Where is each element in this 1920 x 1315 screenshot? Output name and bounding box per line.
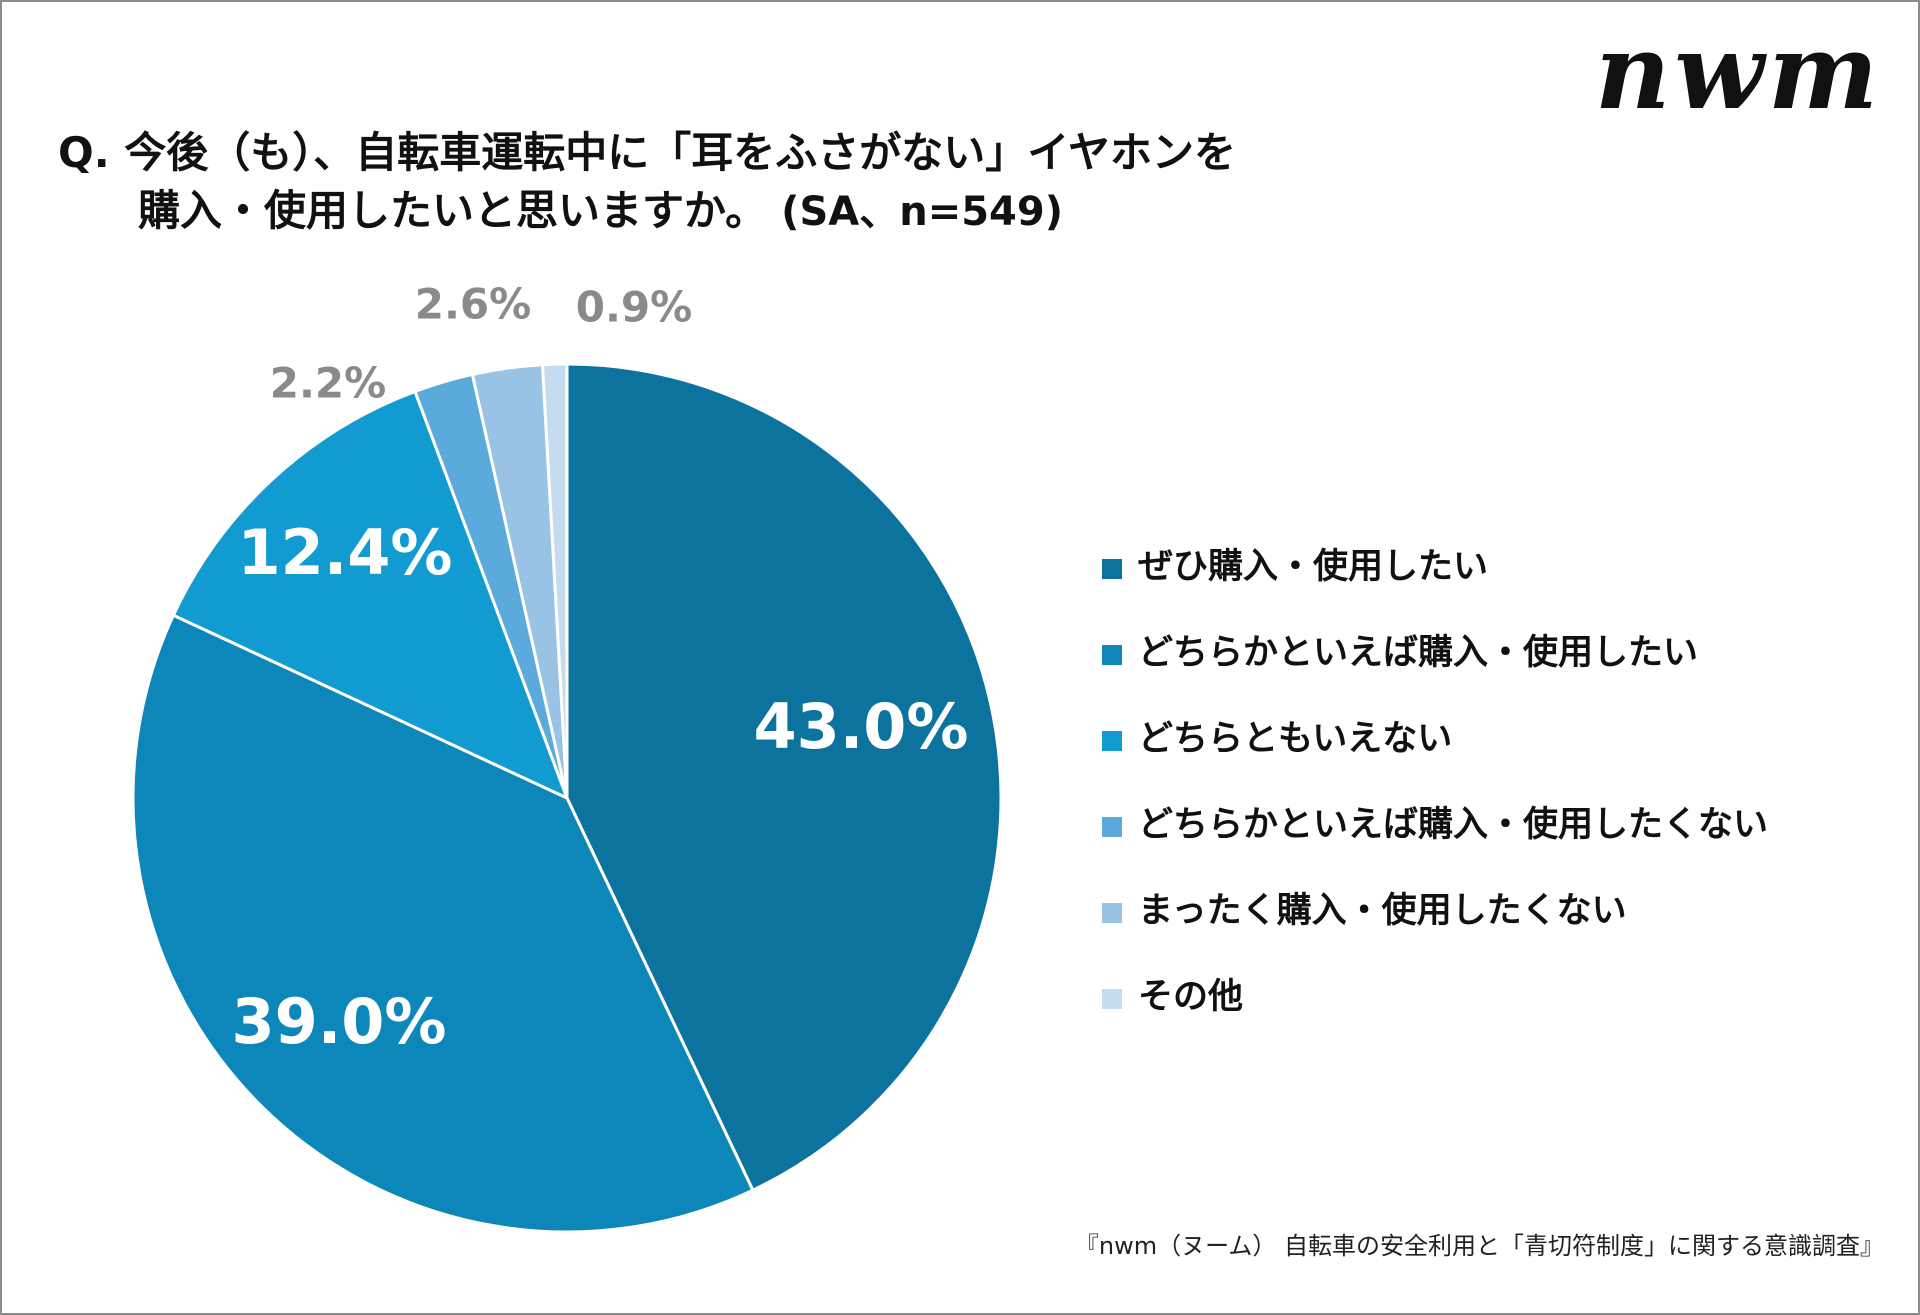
legend-swatch <box>1102 989 1122 1009</box>
legend-label: どちらかといえば購入・使用したい <box>1138 632 1699 673</box>
legend-item: その他 <box>1102 950 1768 1036</box>
legend-swatch <box>1102 559 1122 579</box>
title-sample: (SA、n=549) <box>781 189 1063 235</box>
legend-item: まったく購入・使用したくない <box>1102 864 1768 950</box>
pie-slice <box>131 613 755 1234</box>
data-label: 12.4% <box>237 516 452 589</box>
title-question: 購入・使用したいと思いますか。 <box>138 186 768 235</box>
pie-slice <box>540 362 569 799</box>
legend-label: どちらともいえない <box>1138 718 1453 759</box>
source-note: 『nwm（ヌーム） 自転車の安全利用と「青切符制度」に関する意識調査』 <box>1074 1232 1884 1260</box>
legend-swatch <box>1102 903 1122 923</box>
legend: ぜひ購入・使用したいどちらかといえば購入・使用したい どちらともいえないどちらかと… <box>1102 520 1768 1036</box>
pie-slice <box>565 362 1003 1193</box>
legend-item: ぜひ購入・使用したい <box>1102 520 1768 606</box>
legend-item: どちらかといえば購入・使用したい <box>1102 606 1768 692</box>
chart-title: Q. 今後（も）、自転車運転中に「耳をふさがない」イヤホンを 購入・使用したいと… <box>58 124 1236 241</box>
legend-item: どちらともいえない <box>1102 692 1768 778</box>
data-label: 39.0% <box>231 985 446 1058</box>
nwm-logo: nwm <box>1594 10 1882 133</box>
data-label: 2.6% <box>415 280 531 329</box>
legend-label: まったく購入・使用したくない <box>1138 890 1627 931</box>
legend-label: その他 <box>1138 976 1244 1017</box>
data-label: 0.9% <box>576 283 692 332</box>
legend-label: ぜひ購入・使用したい <box>1138 546 1489 587</box>
legend-swatch <box>1102 731 1122 751</box>
title-line-2: 購入・使用したいと思いますか。 (SA、n=549) <box>58 182 1236 241</box>
pie-slice <box>171 389 570 801</box>
title-line-1: Q. 今後（も）、自転車運転中に「耳をふさがない」イヤホンを <box>58 128 1237 177</box>
legend-swatch <box>1102 645 1122 665</box>
data-label: 2.2% <box>270 359 386 408</box>
data-label: 43.0% <box>753 690 968 763</box>
legend-item: どちらかといえば購入・使用したくない <box>1102 778 1768 864</box>
legend-label: どちらかといえば購入・使用したくない <box>1138 804 1769 845</box>
legend-swatch <box>1102 817 1122 837</box>
